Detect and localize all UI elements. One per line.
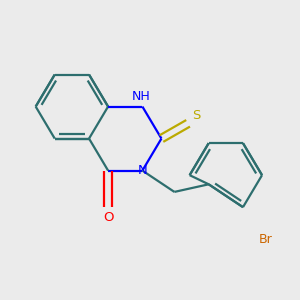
Text: Br: Br bbox=[259, 233, 273, 246]
Text: O: O bbox=[103, 211, 113, 224]
Text: N: N bbox=[137, 164, 147, 177]
Text: NH: NH bbox=[131, 90, 150, 103]
Text: S: S bbox=[192, 109, 201, 122]
